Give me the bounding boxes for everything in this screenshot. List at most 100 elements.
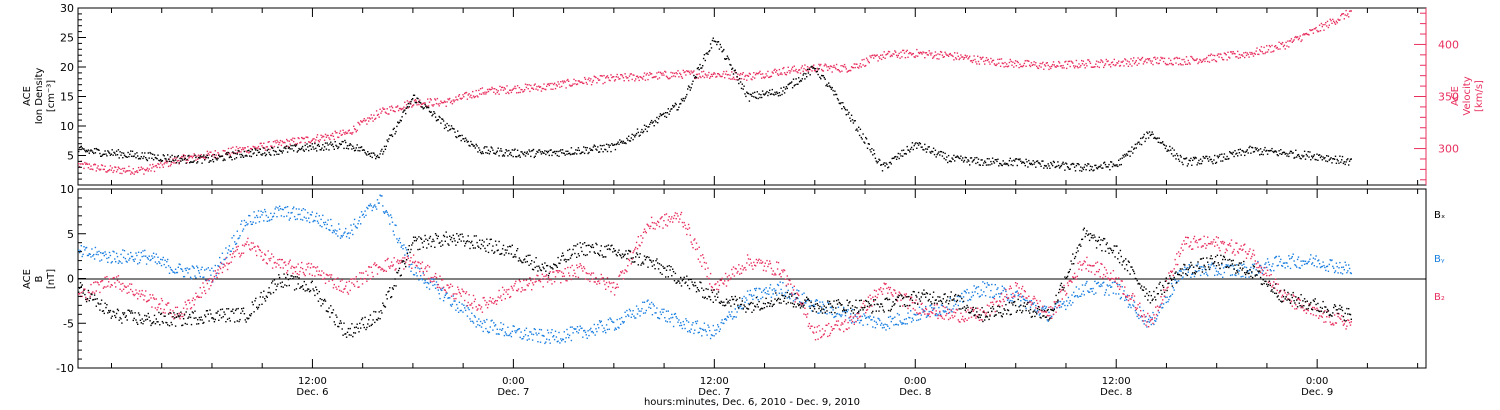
by-series-point xyxy=(605,324,608,326)
density-series-point xyxy=(366,154,368,156)
by-series-point xyxy=(846,311,848,313)
density-series-point xyxy=(910,148,912,150)
density-series-point xyxy=(133,155,135,157)
by-series-point xyxy=(962,301,964,303)
velocity-series-point xyxy=(821,68,823,71)
density-series-point xyxy=(156,158,158,160)
velocity-series-point xyxy=(701,71,703,73)
by-series-point xyxy=(620,316,623,319)
velocity-series-point xyxy=(980,58,982,60)
velocity-series-point xyxy=(852,67,855,69)
by-series-point xyxy=(1317,260,1319,262)
by-series-point xyxy=(78,249,80,251)
velocity-series-point xyxy=(854,66,856,69)
velocity-series-point xyxy=(814,70,817,72)
velocity-series-point xyxy=(970,60,973,62)
density-series-point xyxy=(789,82,791,84)
bz-series-point xyxy=(480,306,483,308)
by-series-point xyxy=(585,334,587,336)
velocity-series-point xyxy=(100,164,103,166)
by-series-point xyxy=(836,312,839,315)
density-series-point xyxy=(708,50,710,53)
by-series-point xyxy=(249,215,251,217)
density-series-point xyxy=(78,147,81,149)
velocity-series-point xyxy=(183,157,186,159)
velocity-series-point xyxy=(375,117,377,120)
density-series-point xyxy=(601,145,603,147)
by-series-point xyxy=(1263,267,1265,269)
velocity-series-point xyxy=(957,55,959,57)
velocity-series-point xyxy=(1185,63,1187,65)
velocity-series-point xyxy=(607,77,610,79)
density-series-point xyxy=(1099,166,1101,168)
velocity-series-point xyxy=(508,92,510,95)
by-series-point xyxy=(1340,272,1342,274)
velocity-series-point xyxy=(1080,64,1082,67)
density-series-point xyxy=(901,149,903,152)
velocity-series-point xyxy=(172,158,174,160)
velocity-series-point xyxy=(1207,60,1209,63)
density-series-point xyxy=(641,128,643,131)
by-series-point xyxy=(786,297,788,299)
velocity-series-point xyxy=(1046,62,1048,64)
by-series-point xyxy=(946,306,948,308)
density-series-point xyxy=(1278,150,1280,152)
density-series xyxy=(78,37,1352,172)
velocity-series-point xyxy=(1083,64,1085,66)
bz-series-point xyxy=(279,267,282,269)
by-series-point xyxy=(457,307,459,309)
density-series-point xyxy=(1342,162,1345,165)
by-series-point xyxy=(81,255,83,258)
density-series-point xyxy=(1170,153,1173,155)
density-series-point xyxy=(819,76,821,78)
density-series-point xyxy=(731,68,733,70)
bz-series-point xyxy=(89,295,91,297)
by-series-point xyxy=(635,305,638,307)
bz-series-point xyxy=(208,288,210,290)
by-series-point xyxy=(894,316,896,318)
velocity-series-point xyxy=(1111,61,1114,63)
by-series-point xyxy=(1347,270,1349,272)
by-series-point xyxy=(715,333,717,335)
by-series-point xyxy=(1217,271,1219,273)
velocity-series-point xyxy=(384,111,387,113)
velocity-series-point xyxy=(1259,49,1261,51)
density-series-point xyxy=(960,155,962,157)
velocity-series-point xyxy=(1023,62,1026,65)
velocity-series-point xyxy=(514,85,516,88)
velocity-series-point xyxy=(548,84,550,87)
bz-series-point xyxy=(464,292,467,295)
velocity-series-point xyxy=(256,147,259,149)
velocity-series-point xyxy=(324,133,327,136)
velocity-series-point xyxy=(368,117,371,119)
by-series-point xyxy=(878,318,880,320)
density-series-point xyxy=(1229,152,1232,154)
density-series-point xyxy=(1257,150,1259,152)
bz-series-point xyxy=(445,291,447,293)
by-series-point xyxy=(902,322,905,325)
velocity-series-point xyxy=(913,56,915,58)
density-series-point xyxy=(85,149,88,152)
density-series-point xyxy=(87,149,90,151)
density-series-point xyxy=(739,77,741,80)
density-series-point xyxy=(1088,169,1091,172)
by-series-point xyxy=(1072,301,1074,304)
velocity-series-point xyxy=(1098,66,1100,69)
by-series-point xyxy=(1043,308,1045,311)
density-series-point xyxy=(742,88,744,90)
by-series-point xyxy=(654,312,656,314)
bz-series-point xyxy=(631,258,633,260)
velocity-series-point xyxy=(757,72,759,75)
velocity-series-point xyxy=(534,83,536,85)
velocity-series-point xyxy=(368,120,370,122)
by-series-point xyxy=(991,296,994,298)
density-series-point xyxy=(243,150,246,153)
by-series-point xyxy=(1349,272,1352,274)
velocity-series-point xyxy=(952,55,954,58)
by-series-point xyxy=(677,321,679,323)
by-series-point xyxy=(258,221,261,223)
velocity-series-point xyxy=(287,145,290,148)
density-series-point xyxy=(264,154,267,157)
density-series-point xyxy=(655,121,657,123)
density-series-point xyxy=(339,143,342,146)
